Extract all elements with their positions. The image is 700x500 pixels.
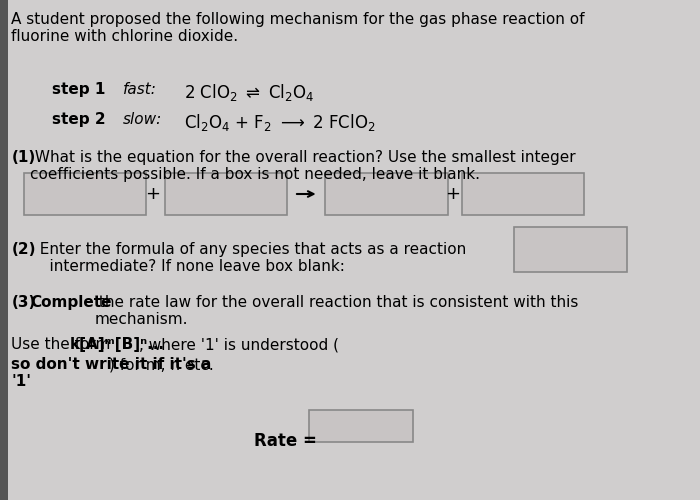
Text: fast:: fast: bbox=[122, 82, 156, 97]
Text: Rate =: Rate = bbox=[255, 432, 317, 450]
Text: k[A]ᵐ[B]ⁿ...: k[A]ᵐ[B]ⁿ... bbox=[70, 337, 164, 352]
Text: slow:: slow: bbox=[122, 112, 162, 127]
Text: +: + bbox=[145, 185, 160, 203]
FancyBboxPatch shape bbox=[165, 173, 288, 215]
Text: Complete: Complete bbox=[30, 295, 112, 310]
FancyBboxPatch shape bbox=[0, 0, 8, 500]
Text: ) for m, n etc.: ) for m, n etc. bbox=[109, 357, 214, 372]
Text: (3): (3) bbox=[11, 295, 36, 310]
Text: 2 ClO$_2$ $\rightleftharpoons$ Cl$_2$O$_4$: 2 ClO$_2$ $\rightleftharpoons$ Cl$_2$O$_… bbox=[184, 82, 314, 103]
Text: What is the equation for the overall reaction? Use the smallest integer
coeffici: What is the equation for the overall rea… bbox=[30, 150, 576, 182]
FancyBboxPatch shape bbox=[514, 227, 626, 272]
Text: +: + bbox=[445, 185, 460, 203]
Text: Cl$_2$O$_4$ + F$_2$ $\longrightarrow$ 2 FClO$_2$: Cl$_2$O$_4$ + F$_2$ $\longrightarrow$ 2 … bbox=[184, 112, 375, 133]
Text: , where '1' is understood (: , where '1' is understood ( bbox=[139, 337, 340, 352]
Text: (2): (2) bbox=[11, 242, 36, 257]
Text: step 2: step 2 bbox=[52, 112, 106, 127]
Text: the rate law for the overall reaction that is consistent with this
mechanism.: the rate law for the overall reaction th… bbox=[94, 295, 579, 328]
Text: (1): (1) bbox=[11, 150, 36, 165]
FancyBboxPatch shape bbox=[309, 410, 413, 442]
FancyBboxPatch shape bbox=[325, 173, 448, 215]
Text: Enter the formula of any species that acts as a reaction
    intermediate? If no: Enter the formula of any species that ac… bbox=[30, 242, 466, 274]
FancyBboxPatch shape bbox=[24, 173, 146, 215]
FancyBboxPatch shape bbox=[462, 173, 584, 215]
Text: step 1: step 1 bbox=[52, 82, 105, 97]
Text: A student proposed the following mechanism for the gas phase reaction of
fluorin: A student proposed the following mechani… bbox=[11, 12, 584, 44]
Text: so don't write it if it's a
'1': so don't write it if it's a '1' bbox=[11, 357, 211, 390]
Text: Use the form: Use the form bbox=[11, 337, 116, 352]
